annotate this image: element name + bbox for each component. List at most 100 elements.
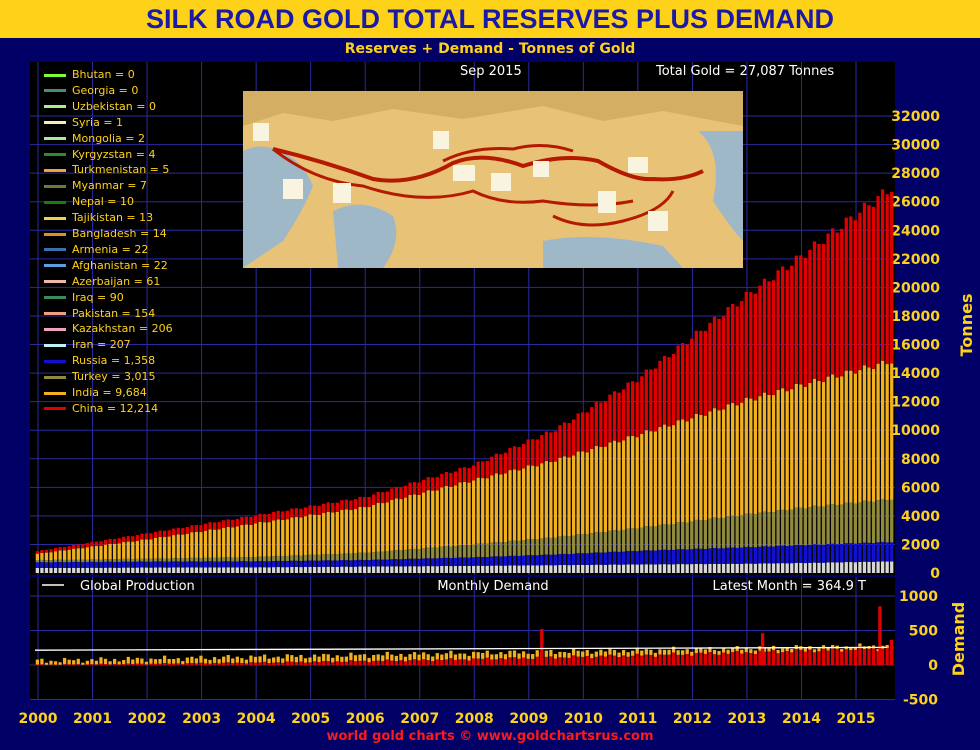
bar-others: [835, 562, 839, 573]
bar-turkey: [844, 502, 848, 544]
demand-bar-other: [281, 658, 285, 663]
demand-bar-other: [44, 662, 49, 665]
bar-turkey: [703, 520, 708, 549]
bar-china: [621, 389, 626, 441]
bar-china: [267, 514, 271, 523]
bar-turkey: [562, 535, 567, 554]
demand-bar-other: [358, 654, 362, 661]
demand-bar-other: [553, 653, 558, 659]
bar-india: [72, 548, 76, 560]
bar-turkey: [549, 537, 553, 555]
bar-turkey: [67, 559, 71, 563]
bar-russia: [162, 561, 167, 568]
bar-others: [203, 567, 208, 573]
bar-china: [635, 382, 639, 438]
bar-turkey: [599, 532, 603, 553]
bar-russia: [840, 544, 844, 563]
demand-bar-other: [658, 649, 662, 655]
legend-item: Kazakhstan = 206: [44, 322, 173, 336]
demand-bar-other: [653, 652, 658, 657]
demand-bar-other: [258, 656, 262, 663]
bar-india: [785, 391, 789, 511]
bar-china: [571, 419, 576, 456]
upper-axis-title: Tonnes: [957, 294, 976, 357]
bar-others: [849, 562, 853, 573]
demand-bar-china: [662, 654, 667, 665]
bar-russia: [258, 561, 262, 568]
bar-india: [540, 463, 544, 539]
bar-others: [344, 566, 349, 573]
demand-bar-china: [140, 663, 144, 665]
demand-bar-china: [880, 648, 885, 665]
bar-turkey: [667, 524, 671, 551]
bar-turkey: [72, 559, 76, 562]
demand-bar-china: [222, 662, 226, 665]
bar-russia: [685, 549, 689, 565]
bar-india: [449, 486, 453, 547]
bar-russia: [758, 546, 762, 564]
legend-label: Syria = 1: [72, 115, 124, 129]
bar-turkey: [217, 557, 221, 562]
bar-china: [771, 280, 776, 396]
demand-bar-other: [40, 658, 44, 665]
bar-others: [476, 565, 480, 573]
bar-china: [485, 460, 489, 479]
bar-russia: [53, 562, 58, 568]
bar-others: [535, 565, 539, 573]
bar-china: [512, 446, 517, 470]
bar-india: [294, 516, 299, 556]
bar-india: [621, 440, 626, 530]
bar-russia: [276, 560, 280, 568]
bar-india: [362, 507, 367, 553]
bar-turkey: [444, 546, 448, 558]
y-tick-label: 24000: [891, 223, 940, 239]
demand-bar-other: [153, 659, 158, 664]
bar-others: [126, 567, 130, 573]
bar-china: [826, 233, 830, 377]
bar-china: [871, 206, 876, 369]
bar-china: [594, 402, 598, 446]
bar-russia: [381, 559, 385, 567]
bar-china: [44, 549, 49, 553]
legend-label: Turkey = 3,015: [72, 370, 156, 384]
bar-others: [385, 566, 389, 573]
demand-bar-other: [435, 653, 439, 660]
bar-russia: [172, 561, 176, 568]
lower-chart-title: Monthly Demand: [437, 579, 548, 594]
demand-bar-other: [567, 652, 571, 658]
bar-russia: [690, 549, 694, 565]
bar-china: [240, 516, 244, 525]
y-tick-label: 32000: [891, 109, 940, 125]
demand-bar-other: [708, 647, 712, 653]
bar-turkey: [467, 545, 471, 558]
demand-bar-other: [117, 661, 121, 665]
demand-bar-other: [585, 650, 589, 656]
bar-china: [335, 502, 339, 512]
bar-china: [681, 343, 685, 420]
bar-turkey: [585, 534, 589, 554]
bar-others: [540, 565, 544, 573]
bar-others: [353, 566, 358, 573]
bar-china: [362, 497, 367, 508]
bar-china: [122, 536, 126, 543]
bar-india: [490, 475, 494, 543]
bar-india: [662, 424, 667, 525]
bar-india: [481, 478, 485, 544]
bar-china: [144, 533, 149, 540]
demand-bar-other: [849, 647, 853, 651]
demand-bar-other: [449, 650, 453, 659]
bar-turkey: [267, 556, 271, 562]
demand-bar-other: [717, 650, 721, 655]
demand-bar-china: [726, 653, 730, 665]
bar-russia: [831, 543, 835, 563]
bar-turkey: [212, 557, 217, 562]
bar-russia: [372, 559, 376, 567]
bar-china: [317, 505, 321, 515]
bar-turkey: [567, 536, 571, 555]
bar-china: [694, 330, 698, 414]
bar-turkey: [431, 547, 435, 559]
demand-bar-china: [731, 652, 735, 665]
bar-russia: [640, 550, 644, 565]
bar-others: [458, 565, 462, 573]
bar-india: [149, 539, 153, 559]
